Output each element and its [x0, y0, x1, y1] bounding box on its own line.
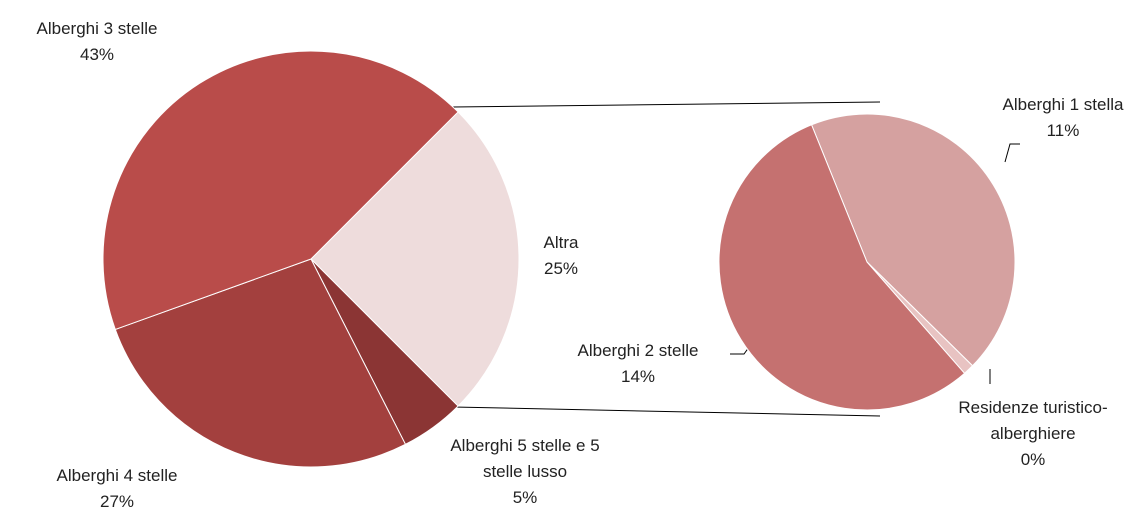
pie-slice — [810, 113, 1016, 367]
pie-slice — [718, 124, 966, 411]
category-label: Alberghi 5 stelle e 5 stelle lusso — [450, 436, 600, 481]
value-label: 25% — [543, 259, 579, 278]
connector-line — [452, 101, 881, 108]
data-label: Alberghi 1 stella 11% — [973, 92, 1138, 144]
data-label: Alberghi 3 stelle 43% — [0, 16, 197, 68]
category-label: Alberghi 1 stella — [1002, 95, 1124, 114]
data-label: Alberghi 4 stelle 27% — [17, 463, 217, 515]
leader-line — [1004, 143, 1020, 163]
pie-slice — [310, 111, 520, 407]
value-label: 0% — [1020, 450, 1046, 469]
category-label: Residenze turistico-alberghiere — [958, 398, 1108, 443]
pie-slice — [114, 258, 407, 468]
value-label: 14% — [620, 367, 656, 386]
value-label: 11% — [1046, 121, 1080, 140]
data-label: Residenze turistico-alberghiere 0% — [928, 395, 1138, 473]
data-label: Alberghi 5 stelle e 5 stelle lusso 5% — [440, 433, 610, 511]
category-label: Alberghi 2 stelle — [577, 341, 699, 360]
category-label: Altra — [543, 233, 579, 252]
data-label: Alberghi 2 stelle 14% — [548, 338, 728, 390]
pie-slice — [102, 50, 459, 331]
category-label: Alberghi 3 stelle — [36, 19, 158, 38]
value-label: 27% — [99, 492, 135, 511]
connector-line — [452, 406, 881, 417]
value-label: 43% — [79, 45, 115, 64]
category-label: Alberghi 4 stelle — [56, 466, 178, 485]
data-label: Altra 25% — [501, 230, 621, 282]
value-label: 5% — [512, 488, 538, 507]
